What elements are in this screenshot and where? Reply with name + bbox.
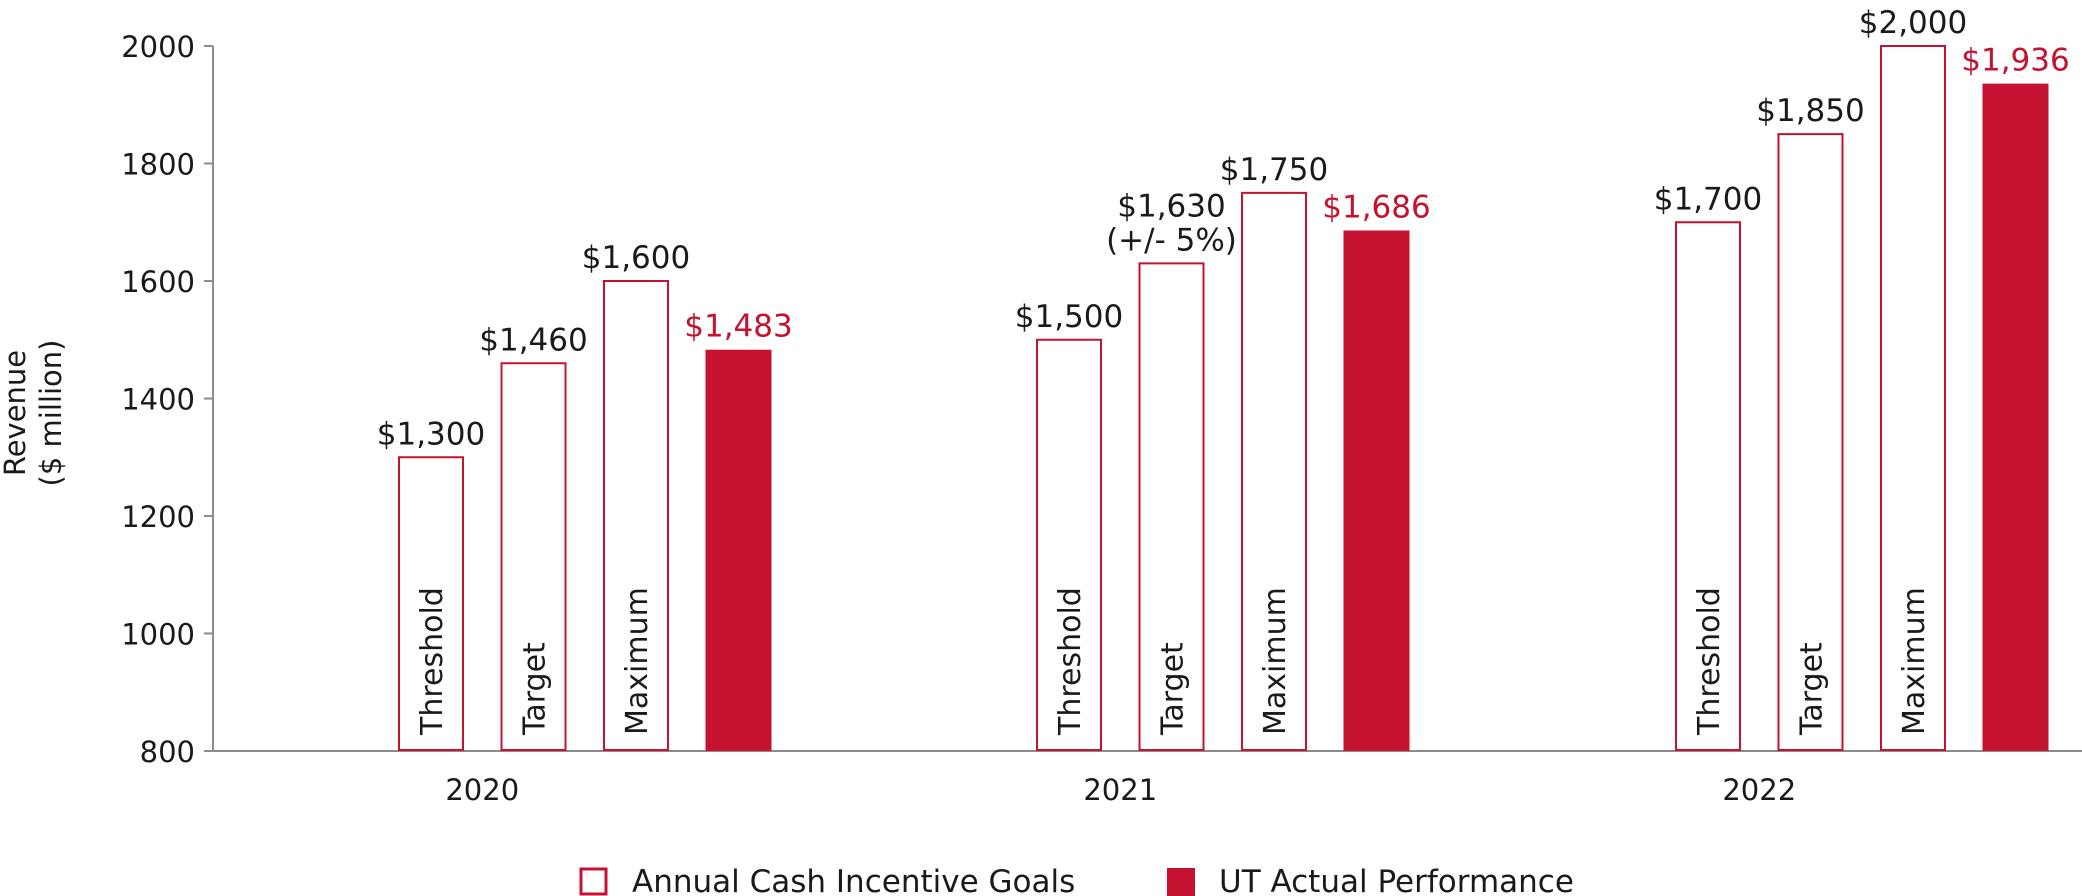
y-tick-label: 1600 <box>121 265 195 299</box>
value-label: $1,460 <box>479 322 587 358</box>
y-axis-title: Revenue($ million) <box>0 340 68 487</box>
y-tick-label: 1400 <box>121 383 195 417</box>
bar-name-label: Maximum <box>620 587 655 735</box>
y-axis: 800 1000 1200 1400 1600 1800 2000 <box>121 30 214 769</box>
bar-series <box>398 45 2049 752</box>
goal-bar <box>500 362 567 751</box>
goal-bar <box>1777 133 1844 751</box>
legend-swatch-actual <box>1167 868 1195 896</box>
bar-name-label: Maximum <box>1897 587 1932 735</box>
value-labels: Threshold $1,300 Target $1,460 Maximum $1,600… <box>377 5 2070 736</box>
value-label: $1,500 <box>1015 299 1123 335</box>
y-tick-label: 2000 <box>121 30 195 64</box>
value-label: $1,750 <box>1220 152 1328 188</box>
actual-bar <box>1982 83 2049 752</box>
x-axis: 2020 2021 2022 <box>213 750 2082 807</box>
bar-name-label: Maximum <box>1258 587 1293 735</box>
goal-bar <box>398 456 464 751</box>
goal-bar <box>603 280 669 751</box>
value-label: $1,600 <box>582 240 690 276</box>
value-label: $1,850 <box>1756 93 1864 129</box>
goal-bar <box>1675 221 1741 751</box>
actual-value-label: $1,936 <box>1961 43 2069 79</box>
bar-name-label: Threshold <box>1692 587 1727 736</box>
y-axis-title-line: ($ million) <box>34 340 68 487</box>
bar-name-label: Threshold <box>415 587 450 736</box>
y-axis-title-line: Revenue <box>0 350 32 476</box>
y-tick-label: 1000 <box>121 618 195 652</box>
goal-bar <box>1880 45 1946 751</box>
value-label: $1,300 <box>377 416 485 452</box>
value-sublabel: (+/- 5%) <box>1106 222 1237 258</box>
bar-name-label: Target <box>1156 642 1191 736</box>
x-category-label: 2022 <box>1722 773 1796 807</box>
goal-bar <box>1241 191 1307 751</box>
y-tick-label: 800 <box>140 735 195 769</box>
actual-value-label: $1,686 <box>1322 189 1430 225</box>
x-category-label: 2021 <box>1083 773 1157 807</box>
value-label: $1,700 <box>1654 181 1762 217</box>
y-axis-title-text: Revenue($ million) <box>0 340 68 487</box>
y-tick-label: 1800 <box>121 148 195 182</box>
legend: Annual Cash Incentive Goals UT Actual Per… <box>579 864 1574 896</box>
bar-name-label: Target <box>1795 642 1830 736</box>
actual-bar <box>1343 230 1410 752</box>
actual-value-label: $1,483 <box>684 309 792 345</box>
legend-label: UT Actual Performance <box>1219 864 1574 896</box>
goal-bar <box>1138 262 1205 751</box>
goal-bar <box>1036 338 1102 751</box>
actual-bar <box>705 349 772 751</box>
legend-swatch-goal <box>579 867 608 896</box>
bar-name-label: Threshold <box>1053 587 1088 736</box>
y-tick-label: 1200 <box>121 500 195 534</box>
value-label: $2,000 <box>1859 5 1967 41</box>
legend-label: Annual Cash Incentive Goals <box>632 864 1075 896</box>
bar-name-label: Target <box>518 642 553 736</box>
x-category-label: 2020 <box>445 773 519 807</box>
value-label: $1,630 <box>1117 188 1225 224</box>
